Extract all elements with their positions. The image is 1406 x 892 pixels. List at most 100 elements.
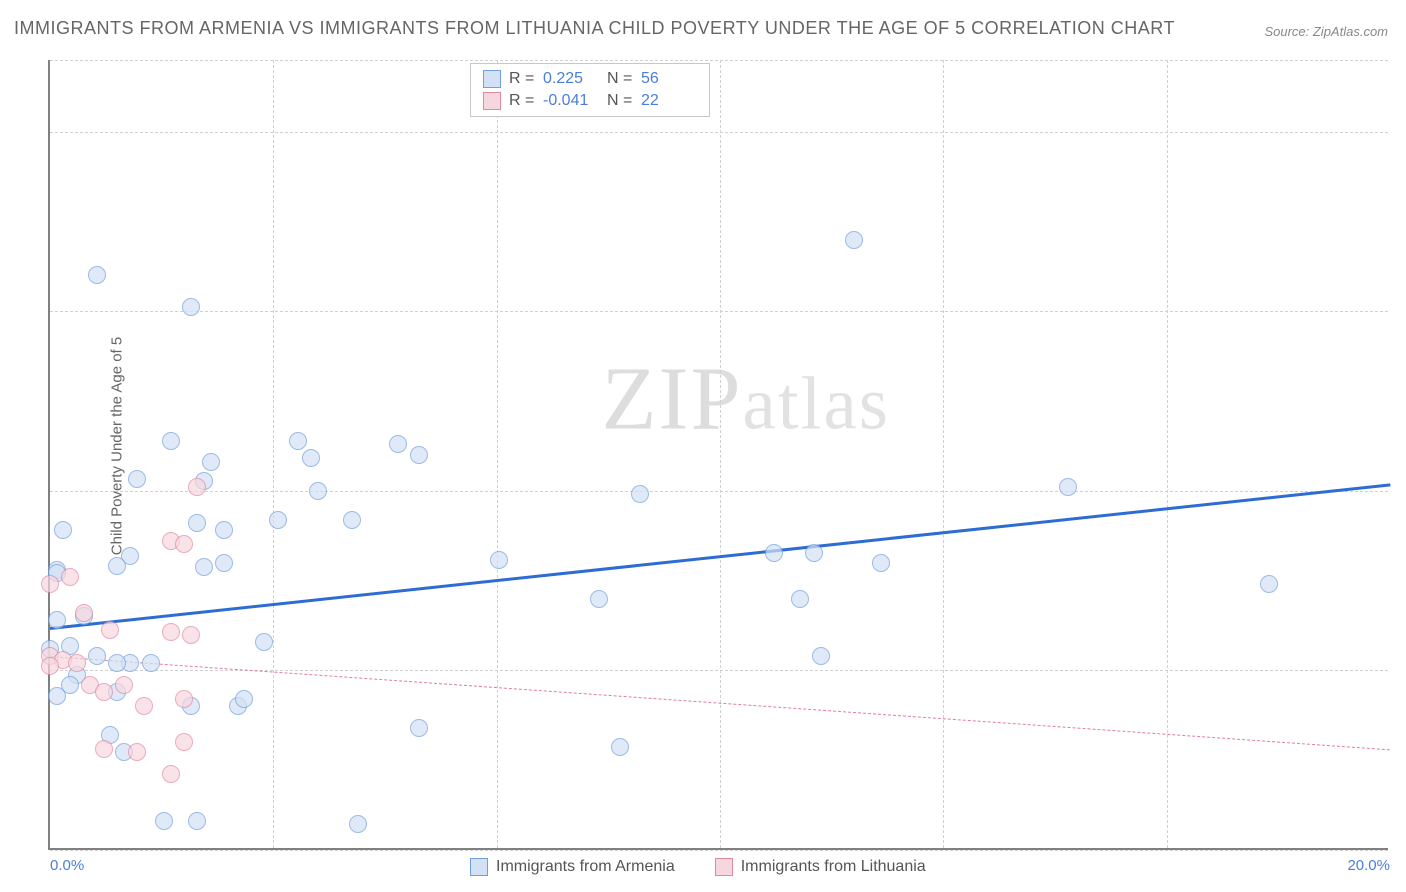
stats-legend-box: R = 0.225 N = 56 R = -0.041 N = 22 [470,63,710,117]
scatter-point [95,683,113,701]
scatter-point [590,590,608,608]
stats-n-value: 56 [641,70,697,88]
scatter-point [791,590,809,608]
scatter-point [289,432,307,450]
scatter-point [255,633,273,651]
legend-label: Immigrants from Lithuania [741,858,926,876]
grid-v [720,60,721,848]
scatter-point [765,544,783,562]
scatter-point [182,626,200,644]
scatter-point [61,568,79,586]
watermark-zip: ZIP [602,349,743,448]
legend-swatch-icon [470,858,488,876]
scatter-point [142,654,160,672]
scatter-point [343,511,361,529]
plot-area: ZIPatlas 12.5%25.0%37.5%50.0%0.0%20.0% R… [48,60,1388,850]
stats-r-label: R = [509,92,535,110]
scatter-point [805,544,823,562]
scatter-point [611,738,629,756]
scatter-point [410,446,428,464]
scatter-point [410,719,428,737]
grid-v [1167,60,1168,848]
scatter-point [108,654,126,672]
scatter-point [54,521,72,539]
scatter-point [195,558,213,576]
legend-item: Immigrants from Lithuania [715,858,926,876]
stats-n-label: N = [607,92,633,110]
scatter-point [389,435,407,453]
scatter-point [1260,575,1278,593]
grid-v [497,60,498,848]
y-tick-label: 25.0% [1393,482,1406,499]
scatter-point [175,690,193,708]
scatter-point [188,478,206,496]
scatter-point [215,521,233,539]
scatter-point [128,470,146,488]
bottom-legend: Immigrants from Armenia Immigrants from L… [470,858,926,876]
grid-v [273,60,274,848]
chart-title: IMMIGRANTS FROM ARMENIA VS IMMIGRANTS FR… [14,18,1175,39]
legend-swatch-icon [483,92,501,110]
grid-v [943,60,944,848]
scatter-point [61,676,79,694]
stats-row: R = -0.041 N = 22 [483,90,697,112]
scatter-point [175,733,193,751]
scatter-point [135,697,153,715]
watermark-atlas: atlas [743,362,890,445]
scatter-point [95,740,113,758]
legend-item: Immigrants from Armenia [470,858,675,876]
stats-n-label: N = [607,70,633,88]
scatter-point [162,765,180,783]
scatter-point [215,554,233,572]
scatter-point [75,604,93,622]
scatter-point [235,690,253,708]
grid-h [50,132,1388,133]
legend-swatch-icon [483,70,501,88]
scatter-point [1059,478,1077,496]
scatter-point [101,621,119,639]
scatter-point [128,743,146,761]
scatter-point [845,231,863,249]
stats-r-label: R = [509,70,535,88]
scatter-point [269,511,287,529]
scatter-point [872,554,890,572]
scatter-point [349,815,367,833]
scatter-point [202,453,220,471]
watermark: ZIPatlas [602,347,890,450]
scatter-point [48,611,66,629]
grid-h [50,491,1388,492]
scatter-point [182,298,200,316]
y-tick-label: 50.0% [1393,123,1406,140]
scatter-point [155,812,173,830]
scatter-point [108,557,126,575]
grid-h [50,60,1388,61]
scatter-point [68,654,86,672]
scatter-point [812,647,830,665]
stats-n-value: 22 [641,92,697,110]
scatter-point [88,647,106,665]
scatter-point [302,449,320,467]
scatter-point [188,812,206,830]
scatter-point [490,551,508,569]
x-tick-label: 20.0% [1347,857,1390,874]
scatter-point [115,676,133,694]
scatter-point [88,266,106,284]
scatter-point [188,514,206,532]
stats-r-value: -0.041 [543,92,599,110]
scatter-point [175,535,193,553]
legend-swatch-icon [715,858,733,876]
grid-h [50,850,1388,851]
scatter-point [41,575,59,593]
scatter-point [162,432,180,450]
legend-label: Immigrants from Armenia [496,858,675,876]
source-attribution: Source: ZipAtlas.com [1264,24,1388,39]
scatter-point [41,657,59,675]
stats-r-value: 0.225 [543,70,599,88]
y-tick-label: 12.5% [1393,662,1406,679]
stats-row: R = 0.225 N = 56 [483,68,697,90]
y-tick-label: 37.5% [1393,303,1406,320]
scatter-point [162,623,180,641]
scatter-point [309,482,327,500]
scatter-point [631,485,649,503]
grid-h [50,311,1388,312]
